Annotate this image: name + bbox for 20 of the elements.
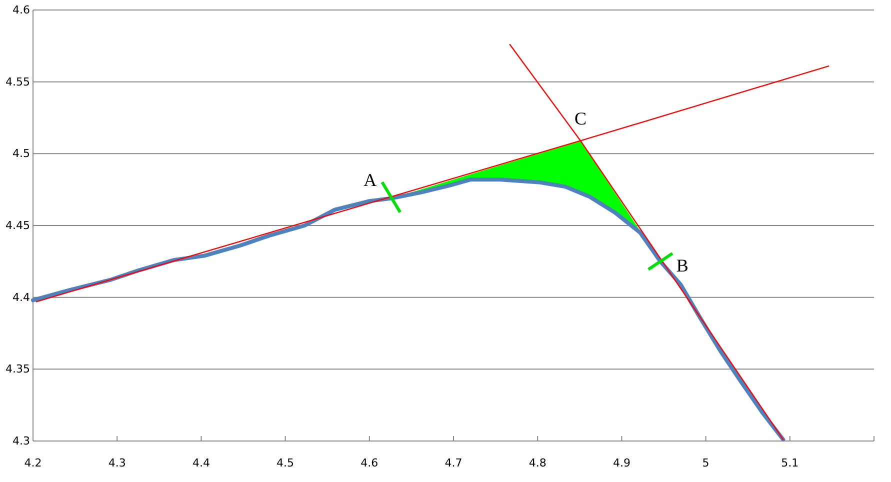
y-tick-label: 4.55 — [6, 75, 30, 88]
annotation: A — [364, 170, 377, 190]
x-tick-label: 4.2 — [24, 456, 42, 470]
annotation: B — [676, 255, 688, 276]
x-tick-label: 4.4 — [192, 456, 210, 470]
x-tick-label: 5 — [702, 456, 710, 470]
y-tick-label: 4.45 — [6, 219, 30, 232]
y-tick-label: 4.6 — [12, 4, 30, 17]
y-tick-label: 4.4 — [12, 290, 30, 304]
y-tick-label: 4.5 — [12, 147, 30, 160]
y-tick-label: 4.3 — [12, 434, 30, 448]
y-tick-label: 4.35 — [6, 362, 30, 376]
x-tick-label: 4.3 — [108, 456, 126, 470]
x-tick-label: 5.1 — [781, 456, 799, 470]
x-tick-label: 4.9 — [612, 456, 630, 470]
x-tick-label: 4.7 — [444, 456, 462, 470]
annotation: C — [574, 108, 586, 129]
x-tick-label: 4.8 — [528, 456, 546, 470]
x-tick-label: 4.5 — [276, 456, 294, 470]
x-tick-label: 4.6 — [360, 456, 378, 470]
